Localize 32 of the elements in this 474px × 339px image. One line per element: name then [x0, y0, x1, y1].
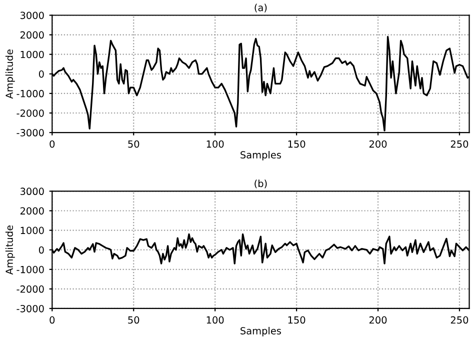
y-tick-label: 0 [38, 246, 44, 254]
x-tick-label: 0 [50, 316, 55, 324]
y-tick-label: -3000 [16, 304, 44, 312]
x-tick-label: 50 [128, 140, 140, 148]
x-tick-label: 200 [369, 316, 387, 324]
y-tick-label: 3000 [20, 188, 44, 196]
chart-title: (b) [254, 180, 267, 188]
x-tick-label: 0 [50, 140, 55, 148]
y-tick-label: -2000 [16, 109, 44, 117]
y-tick-label: 0 [38, 70, 44, 78]
x-tick-label: 250 [450, 140, 468, 148]
x-tick-label: 200 [369, 140, 387, 148]
x-tick-label: 100 [206, 316, 224, 324]
y-tick-label: 2000 [20, 31, 44, 39]
x-tick-label: 250 [450, 316, 468, 324]
x-tick-label: 50 [128, 316, 140, 324]
y-tick-label: 1000 [20, 50, 44, 58]
y-axis-title: Amplitude [5, 50, 15, 99]
x-tick-label: 150 [288, 316, 306, 324]
y-tick-label: -1000 [16, 266, 44, 274]
chart-title: (a) [254, 4, 267, 12]
y-tick-label: 3000 [20, 12, 44, 20]
y-axis-title: Amplitude [5, 225, 15, 275]
y-tick-label: -3000 [16, 129, 44, 136]
y-tick-label: -2000 [16, 285, 44, 293]
y-tick-label: -1000 [16, 90, 44, 98]
y-tick-label: 1000 [20, 226, 44, 234]
x-tick-label: 150 [288, 140, 306, 148]
x-axis-title: Samples [240, 326, 281, 336]
x-tick-label: 100 [206, 140, 224, 148]
x-axis-title: Samples [240, 150, 281, 160]
y-tick-label: 2000 [20, 207, 44, 215]
